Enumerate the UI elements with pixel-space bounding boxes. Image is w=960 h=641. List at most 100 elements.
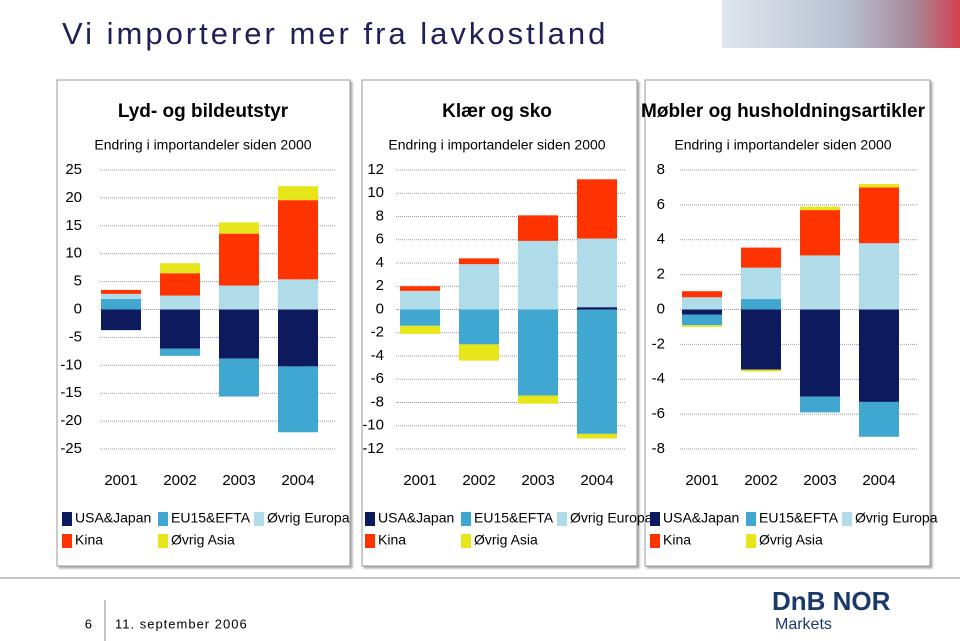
bar <box>219 358 259 397</box>
bar <box>160 309 200 349</box>
bar <box>577 238 617 308</box>
y-tick-label: 10 <box>65 245 82 262</box>
bar <box>741 247 781 268</box>
bar <box>741 369 781 372</box>
legend-label: USA&Japan <box>75 510 151 526</box>
chart-title: Klær og sko <box>442 101 552 122</box>
y-tick-label: 20 <box>65 189 82 206</box>
y-tick-label: -10 <box>60 356 82 373</box>
legend-swatch <box>461 512 471 526</box>
bar <box>160 295 200 310</box>
x-tick-label: 2003 <box>803 472 836 489</box>
bar <box>459 344 499 361</box>
legend-swatch <box>461 534 471 548</box>
bar <box>682 297 722 310</box>
bar <box>160 273 200 296</box>
bar <box>278 309 318 367</box>
y-tick-label: -2 <box>371 324 384 341</box>
y-tick-label: 4 <box>657 231 665 248</box>
legend-label: Øvrig Europa <box>570 510 653 526</box>
bar <box>160 263 200 274</box>
legend-label: Kina <box>378 532 406 548</box>
x-tick-label: 2004 <box>580 472 613 489</box>
y-tick-label: 8 <box>376 207 384 224</box>
bar <box>219 222 259 234</box>
y-tick-label: 4 <box>376 254 384 271</box>
y-tick-label: -6 <box>371 370 384 387</box>
legend-swatch <box>842 512 852 526</box>
x-tick-label: 2002 <box>462 472 495 489</box>
bar <box>682 325 722 327</box>
bar <box>741 309 781 370</box>
legend-label: EU15&EFTA <box>171 510 251 526</box>
bar <box>577 433 617 439</box>
legend-label: Kina <box>75 532 103 548</box>
x-tick-label: 2001 <box>685 472 718 489</box>
x-tick-label: 2001 <box>403 472 436 489</box>
legend-swatch <box>254 512 264 526</box>
y-tick-label: -15 <box>60 384 82 401</box>
y-tick-label: 0 <box>74 300 82 317</box>
legend-swatch <box>650 534 660 548</box>
legend-label: USA&Japan <box>378 510 454 526</box>
bar <box>800 309 840 397</box>
y-tick-label: 5 <box>74 273 82 290</box>
bar <box>400 286 440 291</box>
x-tick-label: 2004 <box>862 472 895 489</box>
page-number: 6 <box>85 616 92 631</box>
logo: DnB NOR <box>772 586 891 616</box>
bar <box>518 309 558 396</box>
bar <box>682 309 722 315</box>
bar <box>101 298 141 310</box>
legend-swatch <box>158 534 168 548</box>
y-tick-label: -5 <box>69 328 82 345</box>
bar <box>101 289 141 294</box>
bar <box>800 210 840 256</box>
chart-title: Møbler og husholdningsartikler <box>641 101 926 122</box>
y-tick-label: 0 <box>657 300 665 317</box>
y-tick-label: 6 <box>657 196 665 213</box>
bar <box>459 258 499 265</box>
legend-swatch <box>365 512 375 526</box>
y-tick-label: 25 <box>65 161 82 178</box>
y-tick-label: 15 <box>65 217 82 234</box>
bar <box>459 309 499 345</box>
bar <box>800 206 840 211</box>
y-tick-label: -2 <box>652 335 665 352</box>
legend-swatch <box>650 512 660 526</box>
bar <box>800 255 840 310</box>
y-tick-label: -12 <box>362 440 384 457</box>
chart-subtitle: Endring i importandeler siden 2000 <box>674 137 891 153</box>
y-tick-label: 10 <box>367 184 384 201</box>
y-tick-label: -4 <box>652 370 665 387</box>
x-tick-label: 2004 <box>281 472 314 489</box>
bar <box>101 309 141 331</box>
bar <box>400 325 440 334</box>
bar <box>859 309 899 402</box>
bar <box>859 401 899 437</box>
header-image <box>722 0 960 48</box>
y-tick-label: -10 <box>362 417 384 434</box>
legend-swatch <box>62 512 72 526</box>
date: 11. september 2006 <box>115 616 248 631</box>
bar <box>400 290 440 310</box>
bar <box>278 200 318 280</box>
legend-label: Øvrig Europa <box>855 510 938 526</box>
y-tick-label: -4 <box>371 347 384 364</box>
legend-swatch <box>62 534 72 548</box>
bar <box>278 186 318 201</box>
bar <box>577 179 617 239</box>
bar <box>219 233 259 286</box>
y-tick-label: -20 <box>60 412 82 429</box>
bar <box>518 240 558 310</box>
x-tick-label: 2003 <box>222 472 255 489</box>
bar <box>219 309 259 359</box>
bar <box>101 293 141 299</box>
legend-label: Øvrig Europa <box>267 510 350 526</box>
y-tick-label: -8 <box>371 393 384 410</box>
bar <box>859 187 899 244</box>
slide-title: Vi importerer mer fra lavkostland <box>62 16 608 51</box>
legend-label: Øvrig Asia <box>474 532 538 548</box>
bar <box>741 267 781 300</box>
